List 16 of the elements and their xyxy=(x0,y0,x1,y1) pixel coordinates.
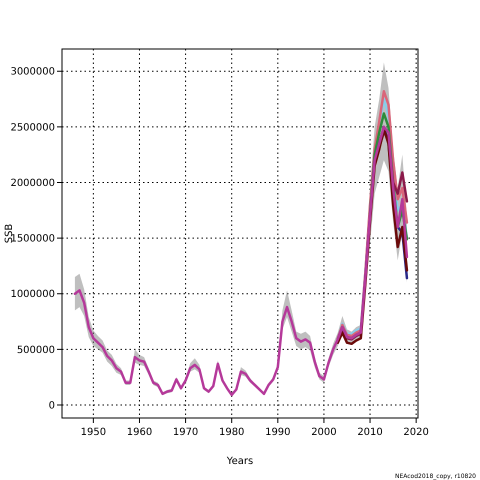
y-tick-label: 3000000 xyxy=(10,66,55,78)
y-tick-label: 0 xyxy=(48,400,55,412)
x-tick-label: 1970 xyxy=(172,427,198,438)
x-tick-label: 1990 xyxy=(265,427,291,438)
x-tick-label: 1960 xyxy=(126,427,152,438)
x-tick-label: 2000 xyxy=(311,427,337,438)
x-tick-label: 2020 xyxy=(403,427,429,438)
y-tick-label: 500000 xyxy=(16,344,55,356)
line-series xyxy=(74,126,408,396)
x-tick-label: 1950 xyxy=(80,427,106,438)
x-tick-label: 2010 xyxy=(357,427,383,438)
x-tick-label: 1980 xyxy=(218,427,244,438)
y-tick-label: 2000000 xyxy=(10,178,55,189)
x-axis-title: Years xyxy=(226,456,254,467)
y-tick-label: 1000000 xyxy=(10,289,55,300)
y-tick-label: 2500000 xyxy=(10,122,55,134)
